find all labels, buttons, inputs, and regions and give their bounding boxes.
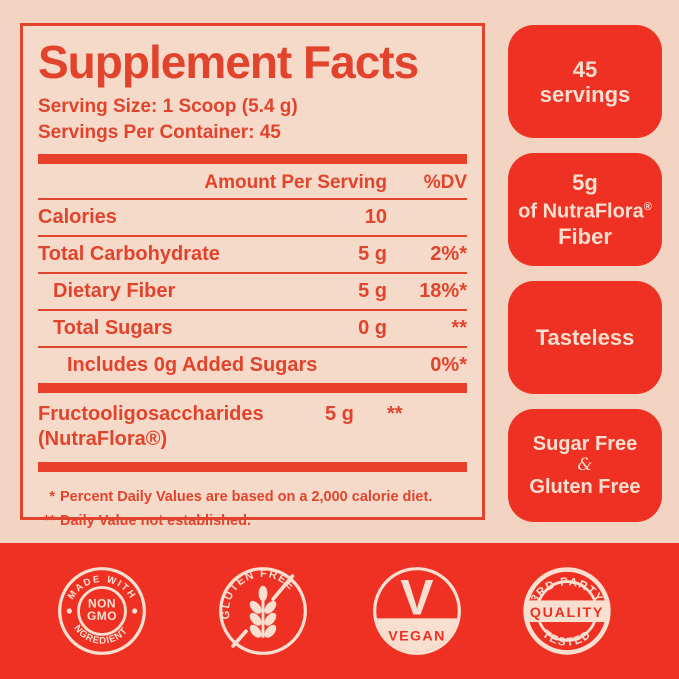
- svg-text:VEGAN: VEGAN: [388, 628, 446, 644]
- registered-mark: ®: [643, 201, 652, 214]
- table-header: Amount Per Serving %DV: [38, 164, 467, 198]
- table-row: Total Carbohydrate 5 g 2%*: [38, 235, 467, 272]
- third-party-tested-badge: 3RD PARTY TESTED QUALITY: [521, 565, 613, 657]
- row-label: Total Sugars: [53, 317, 173, 339]
- dot-left: [66, 608, 72, 614]
- serving-info: Serving Size: 1 Scoop (5.4 g) Servings P…: [38, 94, 467, 146]
- non-gmo-badge: MADE WITH INGREDIENTS NON GMO: [56, 565, 148, 657]
- divider-bar: [38, 462, 467, 472]
- feature-pills: 45 servings 5g of NutraFlora® Fiber Tast…: [508, 25, 662, 522]
- svg-text:QUALITY: QUALITY: [530, 605, 604, 621]
- svg-text:NON: NON: [88, 596, 116, 610]
- slash-icon: [231, 574, 295, 648]
- vegan-icon: V VEGAN: [373, 567, 461, 655]
- row-label: Total Carbohydrate: [38, 243, 220, 265]
- servings-per-container: Servings Per Container: 45: [38, 122, 281, 143]
- pill-45-servings: 45 servings: [508, 25, 662, 138]
- table-row-fructooligosaccharides: Fructooligosaccharides (NutraFlora®) 5 g…: [38, 393, 467, 462]
- supplement-facts-panel: Supplement Facts Serving Size: 1 Scoop (…: [20, 23, 485, 529]
- row-amount: 5 g: [358, 243, 387, 265]
- ampersand: &: [577, 455, 593, 475]
- divider-bar: [38, 154, 467, 164]
- third-party-tested-icon: 3RD PARTY TESTED QUALITY: [523, 567, 611, 655]
- table-row: Includes 0g Added Sugars 0%*: [38, 346, 467, 383]
- gluten-free-badge: GLUTEN FREE: [217, 565, 309, 657]
- footnote-dv: * Percent Daily Values are based on a 2,…: [49, 489, 433, 505]
- pill-nutraflora-fiber: 5g of NutraFlora® Fiber: [508, 153, 662, 266]
- bottom-band: MADE WITH INGREDIENTS NON GMO GLUTEN FRE…: [0, 543, 679, 679]
- divider-bar: [38, 383, 467, 393]
- row-label: Fructooligosaccharides (NutraFlora®): [38, 403, 264, 450]
- row-dv: **: [451, 317, 467, 339]
- dot-right: [132, 608, 138, 614]
- svg-text:V: V: [400, 570, 433, 626]
- column-dv: %DV: [423, 172, 467, 193]
- row-dv: 2%*: [430, 243, 467, 265]
- row-amount: 5 g: [325, 403, 354, 425]
- wheat-icon: [249, 585, 277, 638]
- column-amount-per-serving: Amount Per Serving: [204, 172, 387, 193]
- table-row: Dietary Fiber 5 g 18%*: [38, 272, 467, 309]
- row-dv: 18%*: [419, 280, 467, 302]
- row-amount: 0 g: [358, 317, 387, 339]
- row-amount: 5 g: [358, 280, 387, 302]
- vegan-badge: V VEGAN: [371, 565, 463, 657]
- panel-title: Supplement Facts: [38, 36, 419, 88]
- gluten-free-icon: GLUTEN FREE: [219, 567, 307, 655]
- row-label: Dietary Fiber: [53, 280, 176, 302]
- non-gmo-icon: MADE WITH INGREDIENTS NON GMO: [56, 565, 146, 655]
- footnote-not-established: ** Daily Value not established.: [43, 513, 251, 529]
- serving-size: Serving Size: 1 Scoop (5.4 g): [38, 96, 298, 117]
- row-dv: 0%*: [430, 354, 467, 376]
- row-dv: **: [387, 403, 403, 425]
- table-row: Total Sugars 0 g **: [38, 309, 467, 346]
- row-amount: 10: [364, 206, 387, 228]
- table-row: Calories 10: [38, 198, 467, 235]
- pill-tasteless: Tasteless: [508, 281, 662, 394]
- pill-sugar-gluten-free: Sugar Free & Gluten Free: [508, 409, 662, 522]
- svg-text:GMO: GMO: [87, 609, 117, 623]
- row-label: Includes 0g Added Sugars: [67, 354, 318, 376]
- footnotes: * Percent Daily Values are based on a 2,…: [38, 485, 467, 533]
- row-label: Calories: [38, 206, 117, 228]
